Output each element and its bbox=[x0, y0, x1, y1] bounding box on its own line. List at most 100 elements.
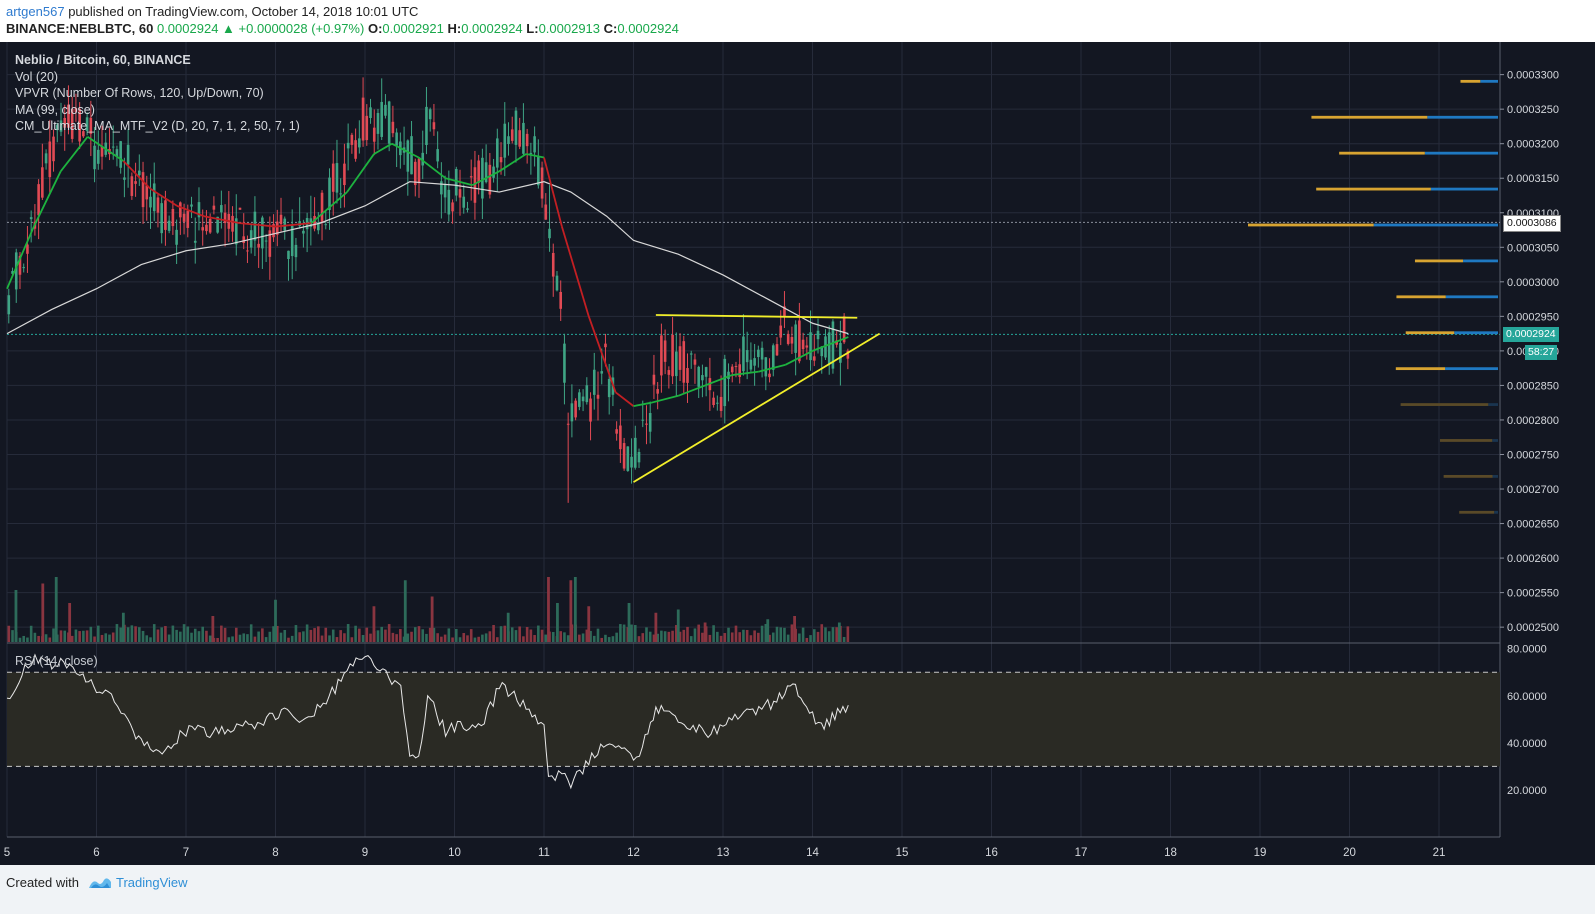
time-tick-label: 13 bbox=[717, 847, 730, 859]
volume-bar bbox=[152, 624, 156, 642]
vpvr-down-bar bbox=[1395, 367, 1446, 371]
candle-body bbox=[510, 129, 514, 141]
candle-body bbox=[831, 321, 835, 369]
volume-bar bbox=[600, 637, 604, 642]
volume-spike bbox=[703, 622, 707, 642]
cm-ma-segment bbox=[587, 316, 617, 393]
volume-spike bbox=[372, 606, 376, 642]
rsi-tick-label: 40.0000 bbox=[1507, 738, 1547, 750]
volume-bar bbox=[305, 624, 309, 642]
price-tick-label: 0.0002800 bbox=[1507, 415, 1559, 427]
candle-body bbox=[458, 189, 462, 198]
volume-bar bbox=[764, 624, 768, 642]
vpvr-up-bar bbox=[1480, 79, 1498, 83]
volume-bar bbox=[149, 637, 152, 642]
candle-body bbox=[339, 193, 342, 195]
candle-body bbox=[496, 138, 499, 168]
tradingview-link[interactable]: TradingView bbox=[116, 875, 188, 890]
volume-bar bbox=[261, 628, 264, 642]
volume-bar bbox=[667, 631, 671, 642]
price-tick-label: 0.0002500 bbox=[1507, 622, 1559, 634]
candle-body bbox=[716, 402, 719, 404]
volume-bar bbox=[134, 626, 137, 642]
low-value: 0.0002913 bbox=[538, 21, 601, 36]
rsi-title[interactable]: RSI (14, close) bbox=[15, 654, 98, 668]
volume-bar bbox=[70, 635, 74, 642]
candle-body bbox=[786, 333, 790, 344]
volume-bar bbox=[712, 625, 715, 642]
volume-bar bbox=[630, 624, 633, 642]
cm-ma-segment bbox=[373, 142, 393, 155]
candle-body bbox=[67, 104, 70, 128]
candle-body bbox=[693, 359, 697, 365]
time-tick-label: 5 bbox=[4, 847, 10, 859]
volume-bar bbox=[249, 624, 253, 642]
price-axis[interactable]: 0.0003300 0.0003250 0.0003200 0.0003150 0.00… bbox=[1500, 70, 1559, 797]
volume-bar bbox=[734, 625, 738, 642]
volume-spike bbox=[506, 612, 510, 642]
volume-bar bbox=[361, 634, 365, 642]
ma99-line bbox=[6, 181, 849, 335]
candle-body bbox=[525, 133, 529, 147]
candle-body bbox=[563, 343, 566, 383]
candle-body bbox=[246, 250, 249, 252]
volume-bar bbox=[111, 632, 115, 642]
volume-bar bbox=[716, 631, 719, 642]
volume-bar bbox=[663, 631, 667, 642]
volume-bar bbox=[753, 630, 756, 642]
candle-body bbox=[287, 250, 290, 260]
candle-body bbox=[410, 136, 413, 175]
volume-bar bbox=[350, 637, 354, 642]
cm-ma-segment bbox=[561, 226, 590, 317]
candle-body bbox=[682, 341, 686, 383]
resistance-trendline bbox=[655, 314, 858, 319]
candle-body bbox=[757, 349, 760, 358]
candle-body bbox=[78, 108, 81, 142]
candle-body bbox=[37, 184, 40, 216]
legend-vpvr[interactable]: VPVR (Number Of Rows, 120, Up/Down, 70) bbox=[15, 86, 264, 100]
candle-body bbox=[585, 385, 589, 403]
legend-ma[interactable]: MA (99, close) bbox=[15, 102, 95, 117]
volume-bar bbox=[477, 636, 480, 642]
volume-bar bbox=[171, 625, 175, 642]
candle-body bbox=[63, 117, 67, 128]
candle-body bbox=[484, 162, 488, 183]
candle-body bbox=[675, 351, 678, 377]
candle-body bbox=[89, 117, 93, 134]
volume-bar bbox=[775, 626, 779, 642]
volume-bar bbox=[253, 636, 257, 642]
candle-body bbox=[134, 181, 137, 184]
legend-cm[interactable]: CM_Ultimate_MA_MTF_V2 (D, 20, 7, 1, 2, 5… bbox=[15, 119, 300, 133]
volume-bar bbox=[246, 634, 249, 642]
volume-bar bbox=[104, 633, 108, 642]
time-axis[interactable]: 5 6 7 8 9 10 11 12 13 14 15 16 17 18 19 20 21 bbox=[4, 847, 1446, 859]
cm-ma-segment bbox=[346, 153, 375, 193]
candle-body bbox=[268, 230, 272, 257]
high-label: H: bbox=[447, 21, 462, 36]
author-link[interactable]: artgen567 bbox=[6, 4, 65, 19]
vpvr-up-bar bbox=[1424, 151, 1498, 155]
tradingview-logo-icon[interactable] bbox=[88, 874, 112, 897]
legend-vol[interactable]: Vol (20) bbox=[15, 69, 59, 84]
candle-body bbox=[223, 212, 227, 224]
volume-bar bbox=[492, 625, 495, 642]
candle-body bbox=[365, 115, 369, 141]
current-price-tag: 0.0002924 bbox=[1503, 327, 1559, 342]
candle-body bbox=[391, 121, 395, 134]
volume-bar bbox=[339, 630, 342, 642]
chart-canvas[interactable]: 0.0003300 0.0003250 0.0003200 0.0003150 0.00… bbox=[0, 42, 1595, 865]
volume-bar bbox=[656, 633, 659, 642]
candle-body bbox=[190, 204, 193, 207]
candle-body bbox=[760, 347, 764, 360]
volume-bar bbox=[287, 637, 290, 642]
volume-bar bbox=[369, 633, 372, 642]
volume-bar bbox=[63, 630, 67, 642]
volume-bar bbox=[559, 631, 563, 642]
candle-body bbox=[167, 220, 171, 231]
volume-bar bbox=[466, 635, 469, 642]
candle-body bbox=[93, 145, 96, 170]
volume-bar bbox=[675, 625, 678, 642]
candle-body bbox=[839, 342, 842, 363]
candle-body bbox=[518, 130, 521, 147]
cm-ma-segment bbox=[651, 394, 679, 404]
